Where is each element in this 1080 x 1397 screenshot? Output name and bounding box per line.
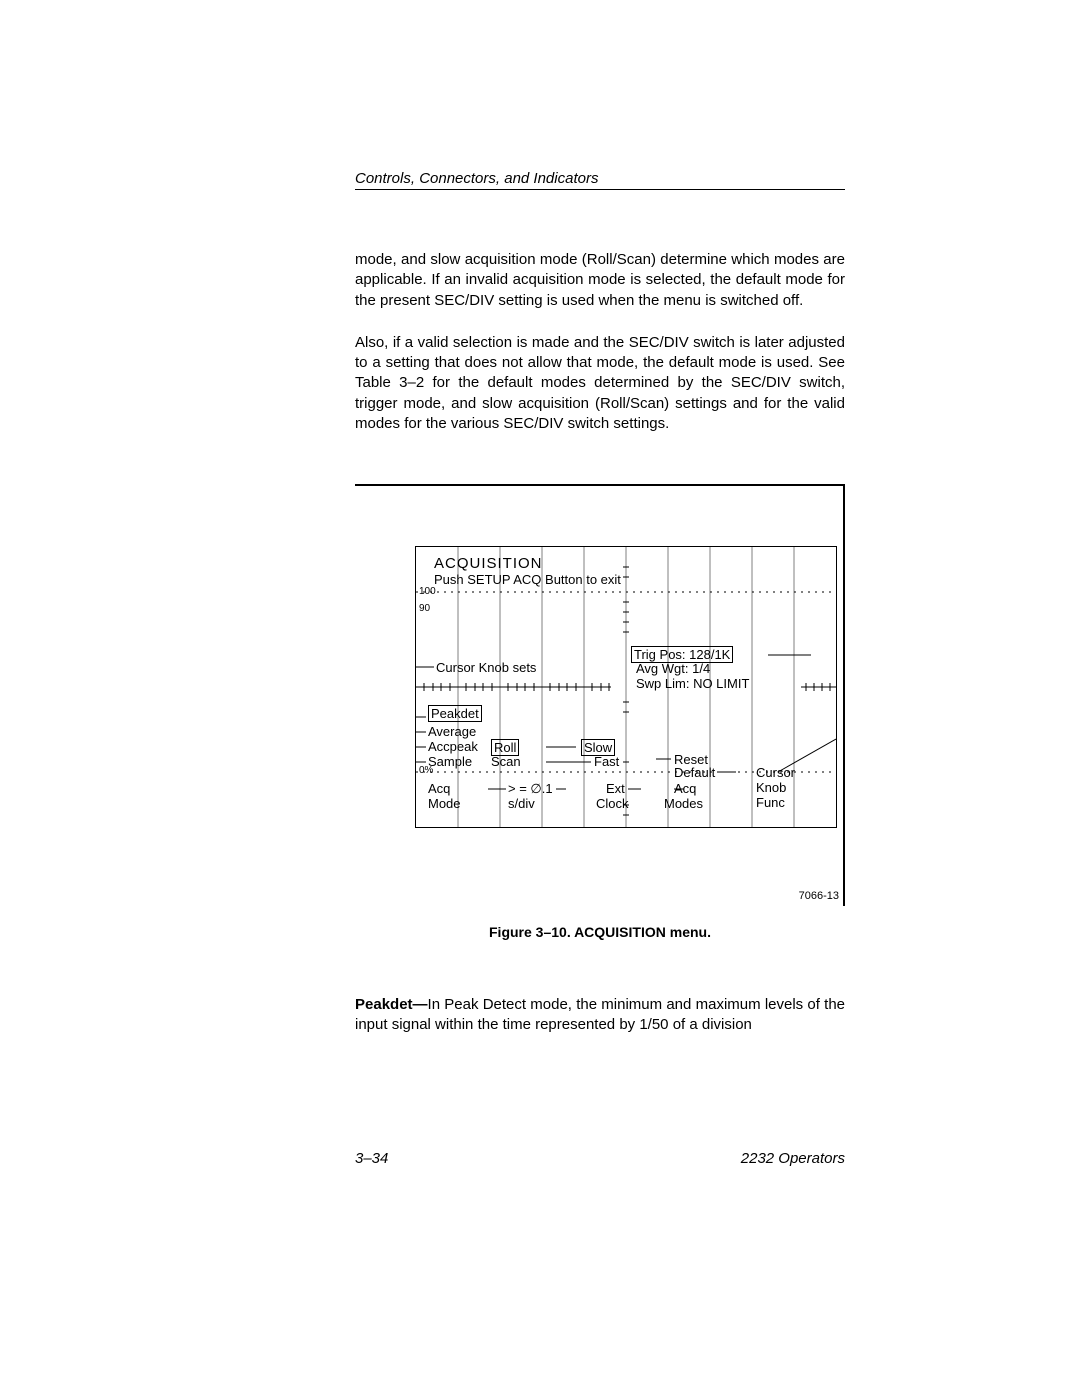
average-label: Average xyxy=(428,724,476,739)
cursor-label: Cursor xyxy=(756,765,795,780)
modes-label: Modes xyxy=(664,796,703,811)
ge-01: > = ∅.1 xyxy=(508,781,553,797)
oscilloscope-screen: ACQUISITION Push SETUP ACQ Button to exi… xyxy=(415,546,837,828)
doc-title: 2232 Operators xyxy=(741,1150,845,1167)
sdiv-label: s/div xyxy=(508,796,535,811)
paragraph-1: mode, and slow acquisition mode (Roll/Sc… xyxy=(355,250,845,311)
mode-label: Mode xyxy=(428,796,461,811)
acq2-label: Acq xyxy=(674,781,696,796)
screen-title: ACQUISITION xyxy=(434,555,543,572)
scan-label: Scan xyxy=(491,754,521,769)
knob-label: Knob xyxy=(756,780,786,795)
figure-id: 7066-13 xyxy=(799,890,839,902)
ext-label: Ext xyxy=(606,781,625,796)
y-100: 100 xyxy=(419,586,436,597)
peakdet-paragraph: Peakdet—In Peak Detect mode, the minimum… xyxy=(355,995,845,1036)
cursor-knob-sets: Cursor Knob sets xyxy=(436,660,536,675)
clock-label: Clock xyxy=(596,796,629,811)
func-label: Func xyxy=(756,795,785,810)
avg-wgt: Avg Wgt: 1/4 xyxy=(636,661,710,676)
sample-label: Sample xyxy=(428,754,472,769)
page-footer: 3–34 2232 Operators xyxy=(355,1150,845,1167)
swp-lim: Swp Lim: NO LIMIT xyxy=(636,676,749,691)
figure-caption: Figure 3–10. ACQUISITION menu. xyxy=(355,924,845,940)
section-header: Controls, Connectors, and Indicators xyxy=(355,170,845,190)
page-number: 3–34 xyxy=(355,1150,388,1167)
accpeak-label: Accpeak xyxy=(428,739,478,754)
peakdet-label: Peakdet xyxy=(428,705,482,722)
figure-box: ACQUISITION Push SETUP ACQ Button to exi… xyxy=(355,484,845,906)
peakdet-term: Peakdet— xyxy=(355,996,428,1013)
fast-label: Fast xyxy=(594,754,619,769)
peakdet-text: In Peak Detect mode, the minimum and max… xyxy=(355,996,845,1033)
page-content: Controls, Connectors, and Indicators mod… xyxy=(355,170,845,1036)
y-90: 90 xyxy=(419,603,430,614)
acq-label: Acq xyxy=(428,781,450,796)
paragraph-2: Also, if a valid selection is made and t… xyxy=(355,333,845,434)
screen-subtitle: Push SETUP ACQ Button to exit xyxy=(434,572,621,587)
default-label: Default xyxy=(674,765,715,780)
